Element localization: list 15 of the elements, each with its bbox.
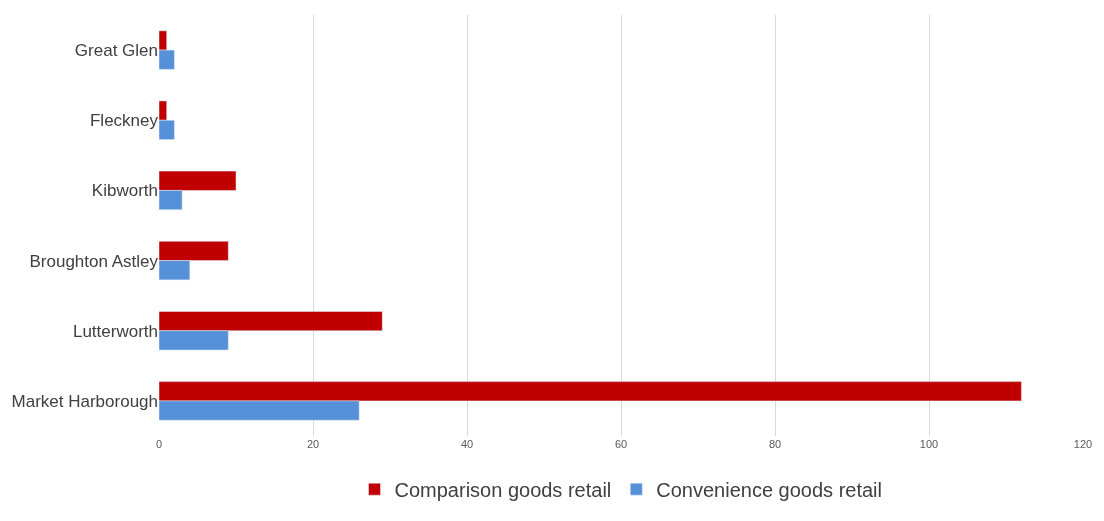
x-tick-label: 0 bbox=[155, 438, 163, 450]
legend-label: Convenience goods retail bbox=[656, 478, 882, 501]
y-tick-label: Lutterworth bbox=[72, 321, 158, 341]
legend-label: Comparison goods retail bbox=[394, 478, 612, 501]
x-tick-label: 80 bbox=[768, 438, 782, 450]
x-tick-label: 40 bbox=[460, 438, 474, 450]
x-tick-label: 20 bbox=[306, 438, 320, 450]
y-tick-label: Broughton Astley bbox=[29, 251, 159, 271]
y-tick-label: Fleckney bbox=[89, 111, 159, 131]
y-tick-label: Kibworth bbox=[91, 181, 158, 201]
y-tick-label: Great Glen bbox=[74, 41, 158, 61]
x-tick-label: 60 bbox=[614, 438, 628, 450]
y-tick-label: Market Harborough bbox=[11, 391, 158, 411]
x-tick-label: 120 bbox=[1073, 438, 1093, 450]
x-tick-label: 100 bbox=[919, 438, 939, 450]
